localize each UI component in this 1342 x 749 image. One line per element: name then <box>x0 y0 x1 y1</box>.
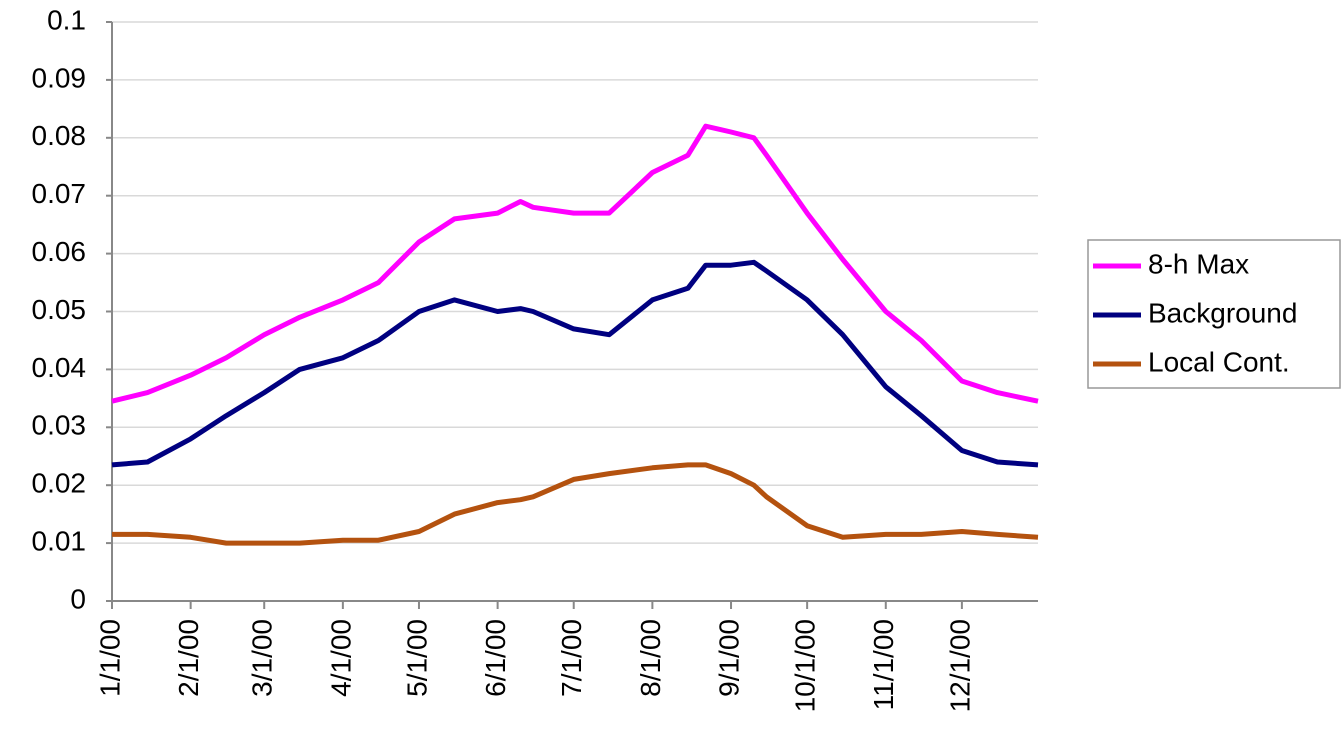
x-tick-label: 11/1/00 <box>868 619 899 710</box>
series-line <box>112 462 1039 546</box>
y-tick-label: 0.06 <box>32 236 87 267</box>
y-tick-label: 0.02 <box>32 468 87 499</box>
y-tick-label: 0.03 <box>32 410 87 441</box>
legend-label: Background <box>1148 297 1297 328</box>
legend-label: Local Cont. <box>1148 346 1290 377</box>
series-line <box>111 259 1039 468</box>
x-tick-label: 4/1/00 <box>325 619 356 697</box>
x-tick-label: 10/1/00 <box>790 619 821 712</box>
y-tick-label: 0.1 <box>47 4 86 35</box>
legend-label: 8-h Max <box>1148 248 1249 279</box>
y-tick-label: 0.08 <box>32 120 87 151</box>
y-tick-label: 0.05 <box>32 294 87 325</box>
x-tick-label: 1/1/00 <box>94 619 125 697</box>
x-tick-label: 12/1/00 <box>944 619 975 712</box>
y-tick-label: 0.07 <box>32 178 87 209</box>
x-tick-label: 8/1/00 <box>635 619 666 697</box>
y-tick-label: 0.01 <box>32 525 87 556</box>
x-tick-label: 9/1/00 <box>713 619 744 697</box>
x-tick-label: 7/1/00 <box>556 619 587 697</box>
x-tick-label: 3/1/00 <box>247 619 278 697</box>
x-tick-label: 2/1/00 <box>173 619 204 697</box>
y-tick-label: 0.04 <box>32 352 87 383</box>
x-tick-label: 6/1/00 <box>480 619 511 697</box>
y-tick-label: 0.09 <box>32 62 87 93</box>
y-tick-label: 0 <box>70 583 86 614</box>
series-line <box>111 123 1039 404</box>
x-tick-label: 5/1/00 <box>401 619 432 697</box>
